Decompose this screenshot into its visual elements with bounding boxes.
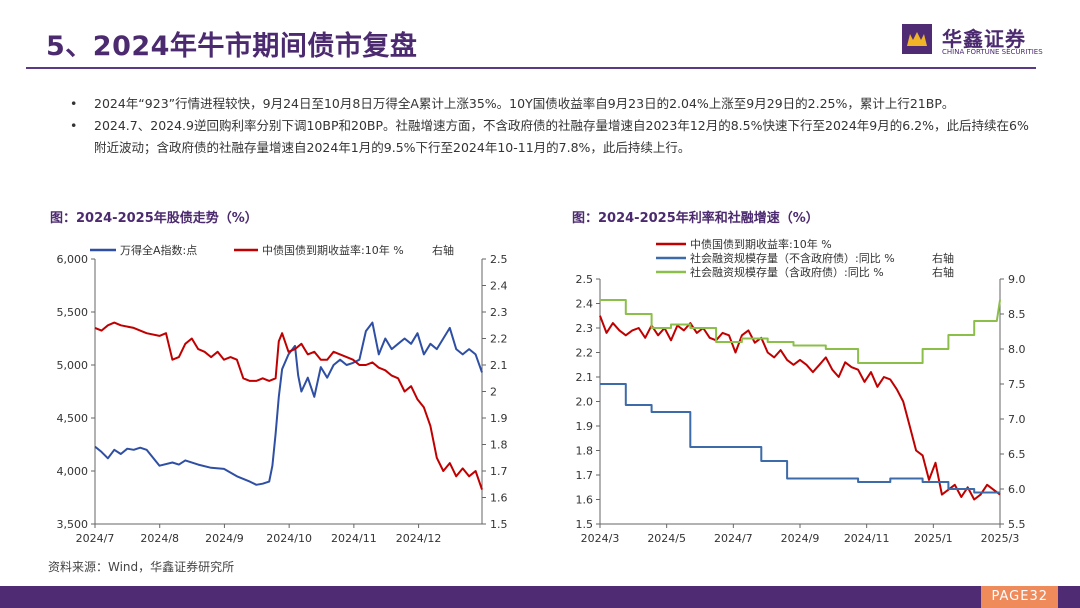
y-left-tick-label: 5,500 (57, 306, 89, 319)
y-right-tick-label: 2.5 (490, 253, 508, 266)
y-left-tick-label: 1.5 (576, 518, 594, 531)
page-number: PAGE32 (981, 586, 1058, 608)
x-tick-label: 2024/3 (581, 532, 620, 545)
y-left-tick-label: 2.2 (576, 347, 594, 360)
x-tick-label: 2024/7 (714, 532, 753, 545)
y-right-tick-label: 7.5 (1008, 378, 1026, 391)
y-left-tick-label: 1.6 (576, 494, 594, 507)
y-left-tick-label: 1.7 (576, 469, 594, 482)
y-left-tick-label: 3,500 (57, 518, 89, 531)
y-left-tick-label: 2.3 (576, 322, 594, 335)
bullet-item: 2024.7、2024.9逆回购利率分别下调10BP和20BP。社融增速方面，不… (70, 115, 1040, 159)
logo-mark-icon (902, 24, 932, 54)
y-left-tick-label: 2.4 (576, 298, 594, 311)
logo-text-en: CHINA FORTUNE SECURITIES (942, 48, 1043, 56)
legend-label: 中债国债到期收益率:10年 % (690, 237, 832, 251)
x-tick-label: 2024/8 (140, 532, 179, 545)
y-right-tick-label: 2 (490, 386, 497, 399)
x-tick-label: 2024/9 (205, 532, 244, 545)
y-left-tick-label: 2.1 (576, 371, 594, 384)
page-title: 5、2024年牛市期间债市复盘 (46, 31, 418, 62)
y-right-tick-label: 7.0 (1008, 413, 1026, 426)
right-axis-note: 右轴 (932, 251, 954, 265)
series-line-0 (599, 315, 1001, 501)
y-left-tick-label: 4,000 (57, 465, 89, 478)
chart-rate-tsf: 中债国债到期收益率:10年 % 社会融资规模存量（不含政府债）:同比 % 右轴 … (576, 237, 1026, 545)
y-right-tick-label: 1.5 (490, 518, 508, 531)
footer-bar (0, 586, 1080, 608)
legend-label: 中债国债到期收益率:10年 % (262, 243, 404, 257)
series-line-1 (94, 321, 483, 490)
y-left-tick-label: 5,000 (57, 359, 89, 372)
y-left-tick-label: 2.5 (576, 273, 594, 286)
y-right-tick-label: 1.8 (490, 439, 508, 452)
y-right-tick-label: 9.0 (1008, 273, 1026, 286)
logo-text-cn: 华鑫证券 (942, 27, 1026, 51)
y-right-tick-label: 1.7 (490, 465, 508, 478)
y-left-tick-label: 1.9 (576, 420, 594, 433)
y-left-tick-label: 1.8 (576, 445, 594, 458)
x-tick-label: 2024/7 (76, 532, 115, 545)
right-axis-note: 右轴 (932, 265, 954, 279)
x-tick-label: 2024/10 (266, 532, 312, 545)
x-tick-label: 2024/11 (844, 532, 890, 545)
bullet-item: 2024年“923”行情进程较快，9月24日至10月8日万得全A累计上涨35%。… (70, 93, 1040, 115)
x-tick-label: 2024/5 (647, 532, 686, 545)
chart-stock-bond: 万得全A指数:点 中债国债到期收益率:10年 % 右轴 3,500 4,000 4,… (57, 243, 508, 545)
y-right-tick-label: 2.1 (490, 359, 508, 372)
right-axis-note: 右轴 (432, 243, 454, 257)
legend-label: 社会融资规模存量（不含政府债）:同比 % (690, 251, 895, 265)
y-right-tick-label: 1.6 (490, 492, 508, 505)
y-right-tick-label: 2.2 (490, 333, 508, 346)
chart2-title: 图：2024-2025年利率和社融增速（%） (572, 211, 819, 226)
y-right-tick-label: 8.5 (1008, 308, 1026, 321)
x-tick-label: 2025/3 (981, 532, 1020, 545)
y-right-tick-label: 1.9 (490, 412, 508, 425)
series-line-1 (600, 383, 1000, 494)
company-logo: 华鑫证券 CHINA FORTUNE SECURITIES (902, 22, 1043, 62)
y-left-tick-label: 6,000 (57, 253, 89, 266)
source-note: 资料来源：Wind，华鑫证券研究所 (48, 560, 235, 574)
y-right-tick-label: 6.0 (1008, 483, 1026, 496)
y-left-tick-label: 2.0 (576, 396, 594, 409)
y-right-tick-label: 5.5 (1008, 518, 1026, 531)
chart1-title: 图：2024-2025年股债走势（%） (50, 211, 258, 226)
title-divider (26, 67, 1036, 69)
x-tick-label: 2024/9 (781, 532, 820, 545)
legend-label: 万得全A指数:点 (120, 243, 197, 257)
y-left-tick-label: 4,500 (57, 412, 89, 425)
x-tick-label: 2024/12 (396, 532, 442, 545)
y-right-tick-label: 8.0 (1008, 343, 1026, 356)
series-line-2 (600, 299, 1001, 364)
y-right-tick-label: 2.4 (490, 280, 508, 293)
x-tick-label: 2025/1 (914, 532, 953, 545)
y-right-tick-label: 6.5 (1008, 448, 1026, 461)
summary-bullets: 2024年“923”行情进程较快，9月24日至10月8日万得全A累计上涨35%。… (70, 93, 1040, 159)
y-right-tick-label: 2.3 (490, 306, 508, 319)
series-line-0 (94, 321, 483, 486)
x-tick-label: 2024/11 (331, 532, 377, 545)
legend-label: 社会融资规模存量（含政府债）:同比 % (690, 265, 884, 279)
